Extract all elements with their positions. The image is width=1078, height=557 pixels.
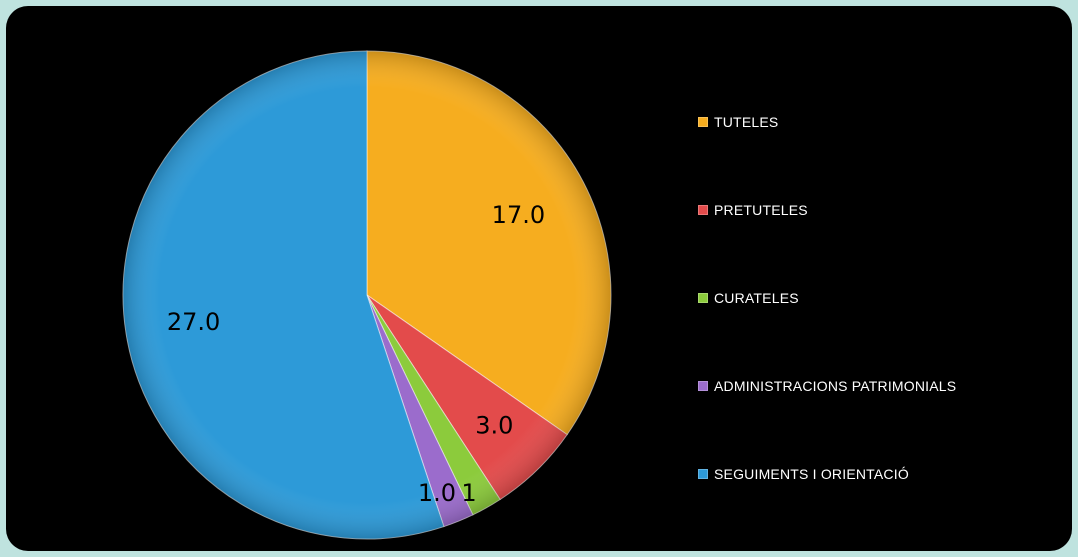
pie-slices [122,50,612,540]
legend-label: ADMINISTRACIONS PATRIMONIALS [714,378,957,394]
data-label-tuteles: 17.0 [492,201,545,229]
data-label-curateles: 1 [461,479,476,507]
chart-legend: TUTELES PRETUTELES CURATELES ADMINISTRAC… [698,108,1058,548]
legend-label: SEGUIMENTS I ORIENTACIÓ [714,466,909,482]
legend-swatch [698,293,708,303]
legend-swatch [698,469,708,479]
legend-item-tuteles: TUTELES [698,108,1058,136]
legend-item-curateles: CURATELES [698,284,1058,312]
legend-label: TUTELES [714,114,779,130]
data-label-administracions-patrimonials: 1.0 [418,479,456,507]
legend-label: CURATELES [714,290,799,306]
data-label-pretuteles: 3.0 [475,412,513,440]
data-label-seguiments-i-orientaci: 27.0 [167,308,220,336]
legend-swatch [698,205,708,215]
legend-swatch [698,117,708,127]
legend-swatch [698,381,708,391]
legend-item-administracions-patrimonials: ADMINISTRACIONS PATRIMONIALS [698,372,1058,400]
pie-data-labels: 17.0 3.0 11.0 27.0 [167,201,545,507]
legend-item-pretuteles: PRETUTELES [698,196,1058,224]
legend-item-seguiments-i-orientacio: SEGUIMENTS I ORIENTACIÓ [698,460,1058,488]
legend-label: PRETUTELES [714,202,808,218]
